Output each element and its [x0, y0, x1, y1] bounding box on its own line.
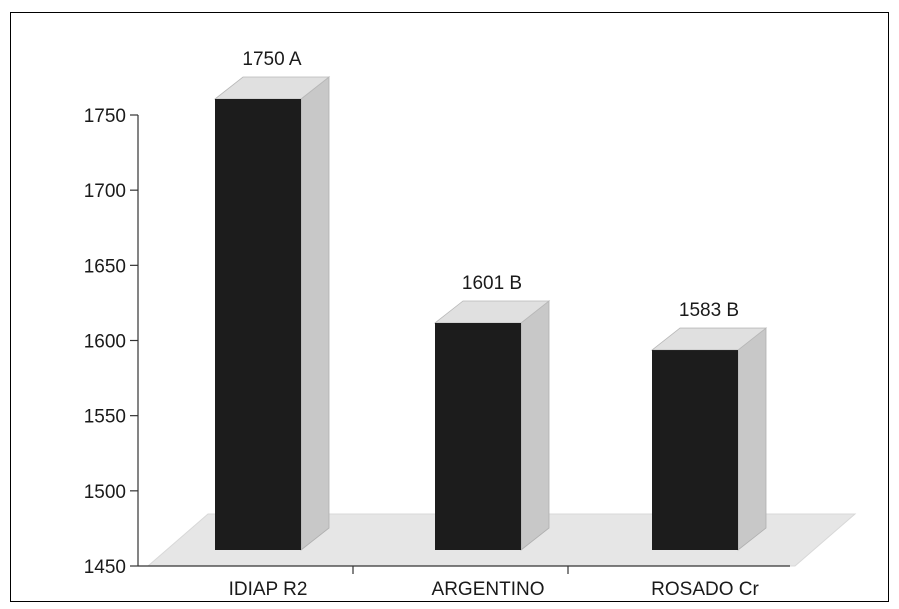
y-tick-label: 1750: [84, 106, 126, 127]
bar-side: [300, 76, 330, 551]
x-category-label: ROSADO Cr: [651, 579, 759, 600]
y-tick-label: 1700: [84, 181, 126, 202]
y-tick-label: 1450: [84, 557, 126, 578]
bar: [435, 322, 521, 550]
bar-side: [520, 300, 550, 551]
y-tick-label: 1550: [84, 407, 126, 428]
y-tick-label: 1500: [84, 482, 126, 503]
data-label: 1583 B: [679, 300, 739, 321]
data-label: 1750 A: [242, 49, 301, 70]
bars: 1750 A 1601 B 1583 B: [213, 49, 768, 551]
y-tick-label: 1600: [84, 332, 126, 353]
x-category-label: ARGENTINO: [432, 579, 545, 600]
bar-side: [737, 327, 767, 551]
bar: [215, 99, 301, 550]
x-category-label: IDIAP R2: [229, 579, 308, 600]
y-axis: 1450 1500 1550 1600 1650 1700 1750: [84, 106, 139, 578]
y-tick-label: 1650: [84, 256, 126, 277]
data-label: 1601 B: [462, 273, 522, 294]
bar: [652, 350, 738, 550]
x-axis: IDIAP R2 ARGENTINO ROSADO Cr: [138, 565, 790, 600]
